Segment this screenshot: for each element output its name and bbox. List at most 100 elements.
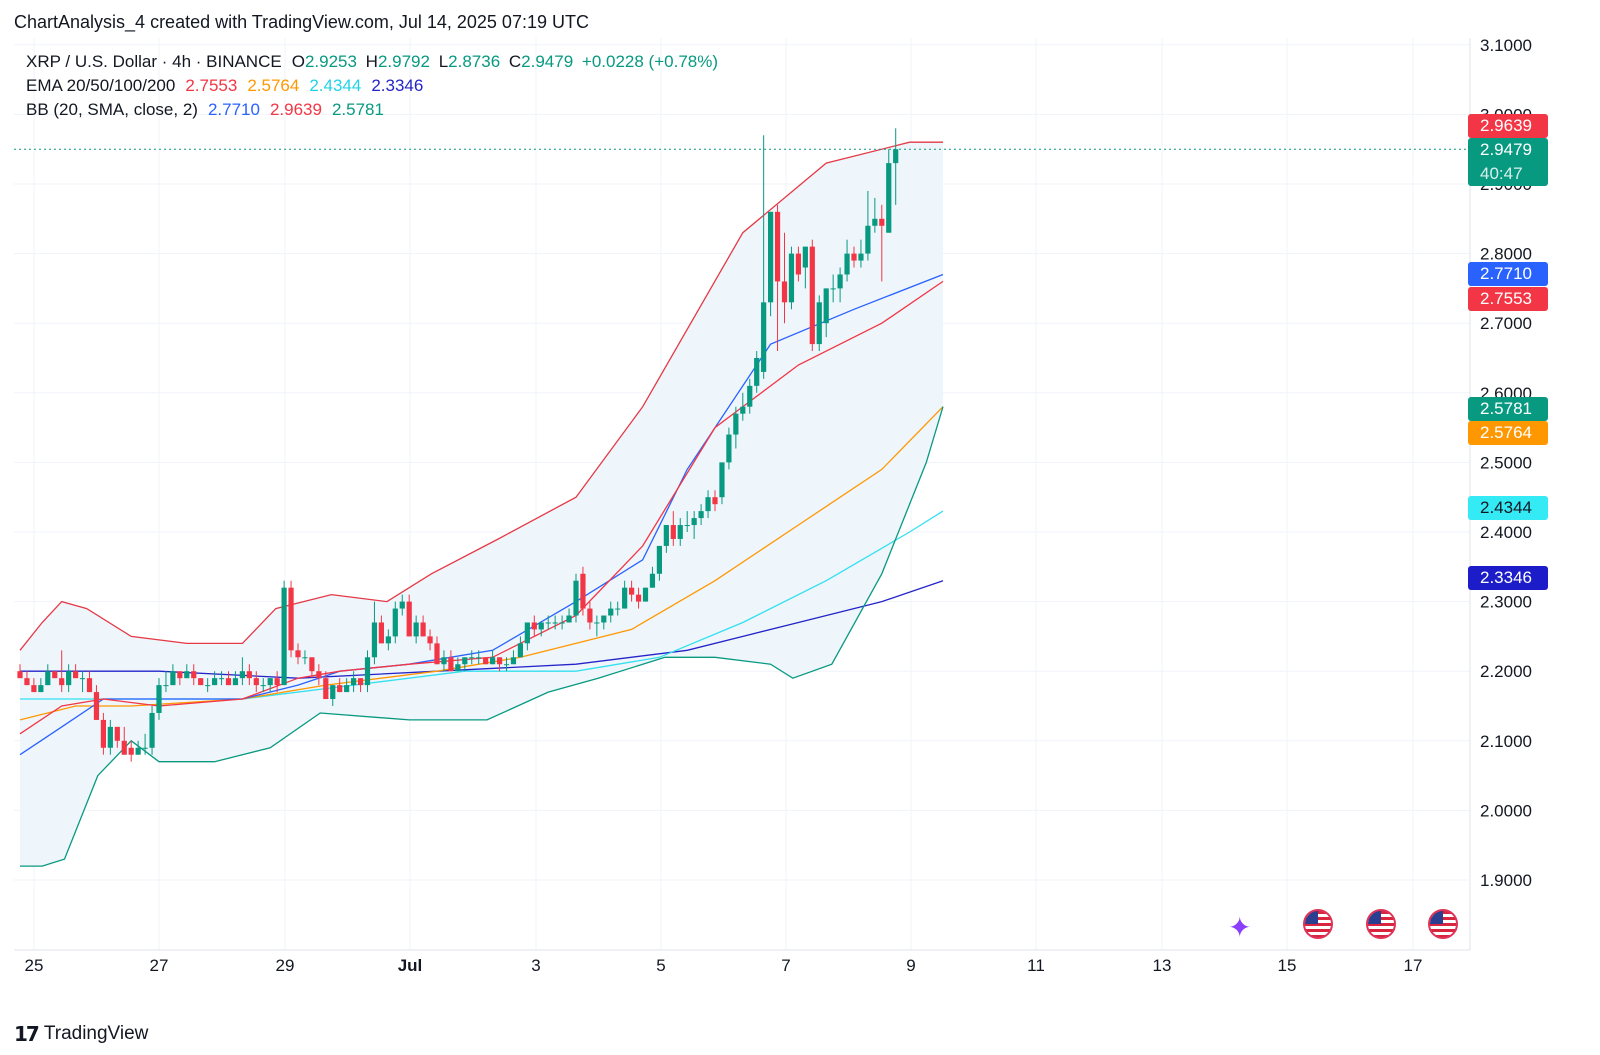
ema50-line [19, 406, 944, 721]
candle-body [747, 385, 753, 407]
legend-l-label: L [438, 52, 449, 71]
candle-body [559, 622, 565, 624]
us-flag-icon[interactable] [1366, 909, 1396, 939]
candle-body [754, 358, 760, 386]
candle-body [267, 678, 273, 686]
price-label-ema50: 2.5764 [1468, 421, 1548, 445]
candle-body [649, 573, 656, 588]
candle-body [594, 622, 600, 624]
y-tick-label: 2.1000 [1480, 732, 1532, 751]
candle-body [191, 671, 197, 679]
price-label-ema100: 2.4344 [1468, 496, 1548, 520]
candle-body [858, 253, 864, 261]
candle-body [531, 622, 537, 630]
candle-body [781, 281, 788, 303]
candle-body [768, 211, 774, 303]
candle-body [295, 650, 301, 658]
candle-body [413, 622, 419, 637]
candle-body [524, 622, 530, 644]
candle-body [615, 608, 621, 610]
candle-body [135, 747, 141, 755]
price-label-ema20: 2.7553 [1468, 287, 1548, 311]
x-tick-label: 5 [656, 956, 665, 975]
candle-body [740, 406, 746, 414]
candle-body [719, 462, 725, 498]
candle-body [93, 692, 100, 720]
price-label-ema200: 2.3346 [1468, 566, 1548, 590]
candle-body [163, 685, 169, 687]
candle-body [448, 657, 454, 672]
candle-body [184, 671, 190, 679]
candle-body [128, 747, 134, 755]
candle-body [337, 685, 343, 693]
candle-body [879, 218, 885, 226]
candle-body [205, 685, 211, 687]
x-tick-label: 27 [150, 956, 169, 975]
legend-change: +0.0228 (+0.78%) [581, 52, 719, 71]
candle-body [392, 608, 398, 637]
y-tick-label: 2.7000 [1480, 314, 1532, 333]
candle-body [323, 678, 329, 700]
candle-body [865, 225, 871, 254]
candle-body [309, 657, 315, 672]
candle-body [642, 587, 649, 602]
legend-bb[interactable]: BB (20, SMA, close, 2) 2.7710 2.9639 2.5781 [26, 100, 388, 120]
candle-body [483, 657, 489, 665]
candle-body [378, 622, 384, 644]
y-tick-label: 2.2000 [1480, 662, 1532, 681]
price-label-bb-upper: 2.9639 [1468, 114, 1548, 138]
legend-bb-basis: 2.7710 [207, 100, 260, 119]
candle-body [100, 719, 106, 748]
tradingview-footer[interactable]: 17 TradingView [14, 1022, 148, 1046]
candle-body [351, 678, 357, 686]
us-flag-icon[interactable] [1428, 909, 1458, 939]
x-tick-label: 17 [1404, 956, 1423, 975]
candle-body [31, 685, 37, 693]
x-tick-label: Jul [398, 956, 423, 975]
candle-body [330, 685, 336, 700]
y-tick-label: 2.0000 [1480, 801, 1532, 820]
candle-body [886, 163, 892, 233]
us-flag-icon[interactable] [1303, 909, 1333, 939]
legend-l-value: 2.8736 [448, 52, 501, 71]
candle-body [253, 678, 259, 686]
ema20-line [19, 280, 944, 735]
candle-body [622, 587, 628, 609]
x-tick-label: 7 [781, 956, 790, 975]
legend-ema[interactable]: EMA 20/50/100/200 2.7553 2.5764 2.4344 2.334… [26, 76, 427, 96]
x-tick-label: 11 [1027, 956, 1045, 975]
legend-ema20: 2.7553 [185, 76, 238, 95]
candle-body [73, 671, 79, 679]
tradingview-brand: TradingView [43, 1023, 149, 1044]
candle-body [545, 622, 551, 624]
chart-caption: ChartAnalysis_4 created with TradingView… [14, 12, 589, 32]
legend-o-label: O [291, 52, 305, 71]
candle-body [656, 545, 662, 574]
legend-bb-lower: 2.5781 [331, 100, 384, 119]
candle-body [218, 678, 225, 680]
candle-body [712, 497, 718, 505]
candle-body [608, 608, 614, 616]
candle-body [107, 726, 113, 748]
x-tick-label: 25 [25, 956, 44, 975]
legend-bb-label: BB (20, SMA, close, 2) [26, 100, 198, 119]
candle-body [601, 615, 607, 623]
candle-body [788, 253, 795, 303]
x-tick-label: 15 [1278, 956, 1297, 975]
sparkle-icon[interactable]: ✦ [1228, 912, 1252, 943]
candle-body [288, 587, 294, 651]
candle-body [66, 671, 72, 686]
legend-h-value: 2.9792 [377, 52, 430, 71]
x-axis[interactable]: 25 27 29 Jul 3 5 7 9 11 13 15 17 [25, 956, 1423, 975]
candle-body [225, 678, 232, 686]
candle-body [635, 594, 642, 602]
candle-body [364, 657, 371, 686]
legend-c-value: 2.9479 [521, 52, 574, 71]
candle-body [260, 685, 266, 687]
candle-body [830, 288, 836, 290]
candle-body [177, 671, 183, 679]
legend-ohlc: XRP / U.S. Dollar · 4h · BINANCE O2.9253 … [26, 52, 722, 72]
candle-body [517, 643, 523, 658]
candle-body [170, 671, 176, 686]
